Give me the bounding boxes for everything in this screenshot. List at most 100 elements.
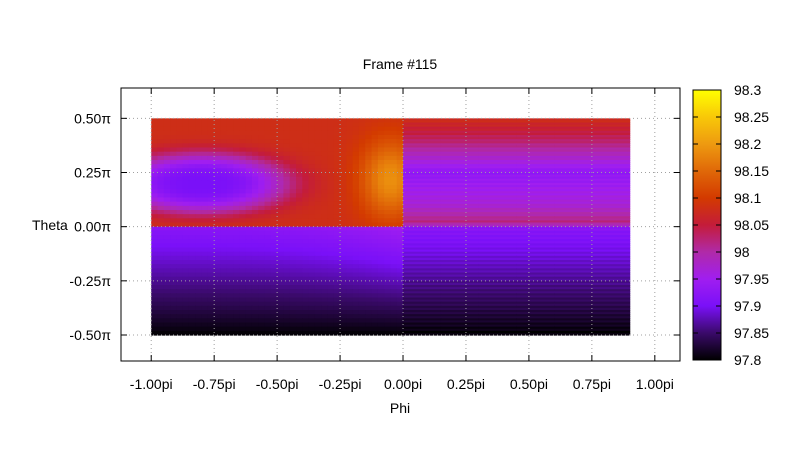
heatmap-cell-1472	[151, 239, 159, 244]
heatmap-cell-453	[233, 164, 240, 169]
heatmap-cell-446	[188, 164, 196, 169]
heatmap-cell-1079	[516, 130, 555, 134]
heatmap-cell-766	[188, 197, 196, 203]
heatmap-cell-2260	[327, 318, 335, 324]
heatmap-cell-886	[188, 210, 196, 215]
heatmap-cell-10	[214, 118, 222, 124]
heatmap-cell-220	[277, 139, 285, 144]
heatmap-cell-1793	[157, 272, 165, 278]
heatmap-cell-66	[314, 122, 322, 128]
heatmap-cell-1740	[327, 264, 335, 269]
heatmap-cell-1293	[440, 205, 480, 209]
heatmap-cell-258	[264, 143, 272, 149]
heatmap-cell-1496	[302, 239, 310, 244]
heatmap-cell-2619	[591, 303, 631, 307]
heatmap-cell-531	[220, 172, 228, 178]
heatmap-cell-997	[384, 218, 392, 224]
heatmap-cell-341	[283, 151, 291, 157]
heatmap-cell-1404	[226, 230, 234, 236]
heatmap-cell-868	[327, 205, 335, 211]
heatmap-cell-2533	[516, 274, 555, 278]
heatmap-cell-391	[346, 155, 354, 161]
heatmap-cell-2134	[289, 305, 297, 311]
heatmap-cell-1795	[170, 272, 177, 278]
heatmap-cell-1094	[403, 137, 442, 140]
heatmap-cell-239	[396, 139, 404, 144]
heatmap-cell-2158	[188, 310, 196, 315]
heatmap-cell-1976	[302, 289, 310, 294]
heatmap-cell-2463	[591, 249, 631, 253]
heatmap-cell-1398	[188, 230, 196, 236]
heatmap-cell-2152	[151, 310, 159, 315]
heatmap-cell-1422	[340, 230, 347, 236]
heatmap-cell-1215	[440, 178, 480, 182]
heatmap-cell-47	[195, 122, 203, 128]
heatmap-cell-1171	[591, 162, 631, 165]
heatmap-cell-127	[195, 130, 203, 136]
heatmap-cell-1776	[302, 268, 310, 274]
heatmap-cell-1054	[478, 122, 517, 126]
heatmap-cell-1344	[554, 222, 593, 226]
heatmap-cell-183	[296, 135, 303, 140]
heatmap-cell-635	[371, 180, 379, 186]
heatmap-cell-2200	[201, 314, 209, 319]
heatmap-cell-701	[283, 189, 291, 194]
heatmap-cell-1169	[516, 162, 555, 165]
heatmap-cell-780	[277, 197, 285, 203]
heatmap-cell-2596	[403, 297, 442, 301]
heatmap-cell-2503	[516, 264, 555, 267]
heatmap-cell-1800	[201, 272, 209, 278]
heatmap-cell-1619	[321, 251, 329, 257]
heatmap-cell-533	[233, 172, 240, 178]
heatmap-cell-1955	[170, 289, 177, 294]
heatmap-cell-2430	[478, 239, 517, 242]
heatmap-cell-2114	[163, 305, 171, 311]
heatmap-cell-1263	[440, 195, 480, 199]
heatmap-cell-1948	[377, 285, 385, 290]
heatmap-cell-2338	[314, 326, 322, 332]
heatmap-cell-1097	[516, 137, 555, 140]
heatmap-cell-2472	[478, 253, 517, 257]
heatmap-cell-306	[314, 147, 322, 153]
heatmap-cell-2680	[403, 326, 442, 330]
heatmap-cell-890	[214, 210, 222, 215]
heatmap-cell-2264	[352, 318, 360, 324]
heatmap-cell-1508	[377, 239, 385, 244]
heatmap-cell-104	[302, 126, 310, 132]
heatmap-cell-244	[176, 143, 184, 149]
heatmap-cell-2094	[289, 301, 297, 307]
heatmap-cell-2630	[554, 307, 593, 311]
heatmap-cell-719	[396, 189, 404, 194]
heatmap-cell-940	[277, 214, 285, 219]
heatmap-cell-574	[239, 176, 247, 182]
heatmap-cell-1138	[478, 151, 517, 155]
heatmap-cell-2469	[591, 251, 631, 255]
heatmap-cell-410	[214, 160, 222, 165]
heatmap-cell-907	[321, 210, 329, 215]
heatmap-cell-2431	[516, 239, 555, 242]
heatmap-cell-2369	[258, 330, 266, 336]
heatmap-cell-835	[371, 201, 379, 207]
x-tick-label-4: 0.00pi	[384, 376, 422, 392]
heatmap-cell-932	[226, 214, 234, 219]
heatmap-cell-853	[233, 205, 240, 211]
heatmap-cell-302	[289, 147, 297, 153]
heatmap-cell-551	[346, 172, 354, 178]
heatmap-cell-1596	[176, 251, 184, 257]
heatmap-cell-1506	[365, 239, 373, 244]
heatmap-cell-802	[163, 201, 171, 207]
heatmap-cell-2495	[440, 262, 480, 265]
heatmap-cell-555	[371, 172, 379, 178]
heatmap-cell-2597	[440, 297, 480, 301]
heatmap-cell-1719	[195, 264, 203, 269]
heatmap-cell-1607	[245, 251, 253, 257]
heatmap-cell-2042	[214, 297, 222, 303]
heatmap-cell-1505	[358, 239, 366, 244]
heatmap-cell-1315	[591, 212, 631, 215]
heatmap-cell-2351	[396, 326, 404, 332]
colorbar-tick-label-5: 98.05	[734, 217, 769, 233]
heatmap-cell-1278	[554, 199, 593, 203]
heatmap-cell-625	[308, 180, 316, 186]
heatmap-cell-179	[270, 135, 278, 140]
heatmap-cell-728	[201, 193, 209, 199]
